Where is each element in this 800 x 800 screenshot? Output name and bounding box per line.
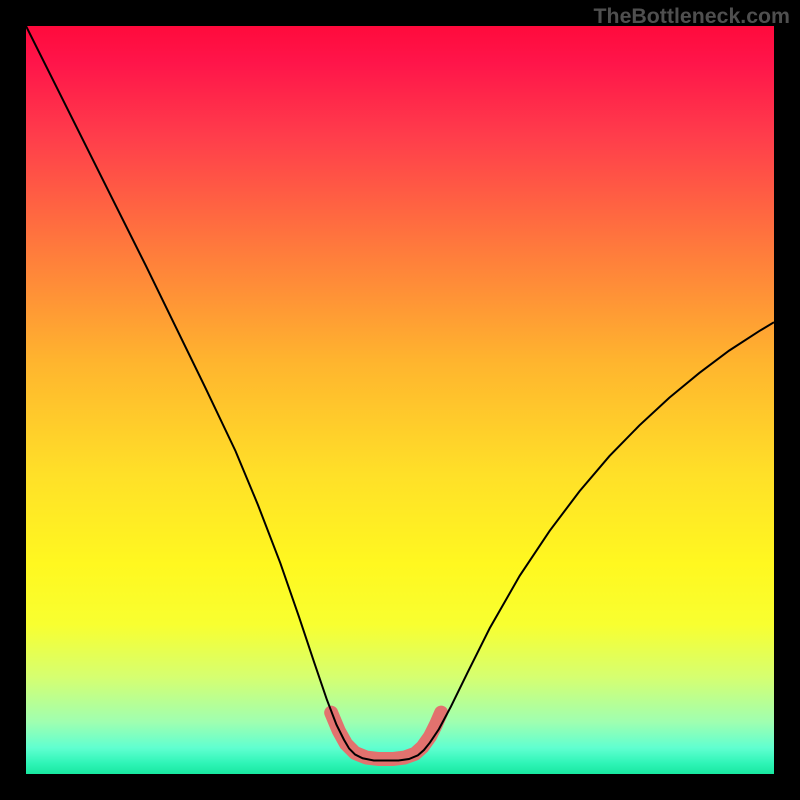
watermark-text: TheBottleneck.com [594, 4, 790, 29]
chart-frame: TheBottleneck.com [0, 0, 800, 800]
plot-background [26, 26, 774, 774]
plot-area [26, 26, 774, 774]
plot-svg [26, 26, 774, 774]
